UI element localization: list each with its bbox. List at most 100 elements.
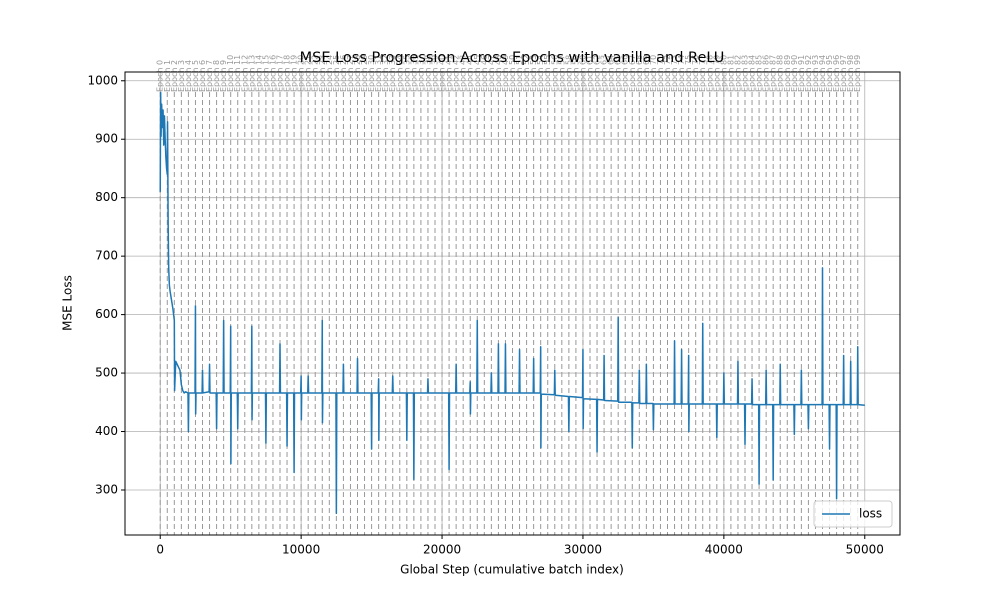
epoch-label: Epoch 74 (677, 55, 686, 92)
epoch-label: Epoch 41 (445, 55, 454, 92)
x-tick-label: 30000 (564, 543, 602, 557)
epoch-label: Epoch 58 (564, 55, 573, 92)
epoch-label: Epoch 11 (233, 55, 242, 92)
epoch-label: Epoch 85 (755, 55, 764, 92)
plot-area (159, 91, 865, 515)
epoch-label: Epoch 96 (832, 55, 841, 92)
epoch-label: Epoch 69 (642, 55, 651, 92)
y-tick-label: 900 (95, 132, 118, 146)
epoch-label: Epoch 22 (311, 55, 320, 92)
epoch-label: Epoch 16 (268, 55, 277, 92)
epoch-label: Epoch 88 (776, 55, 785, 92)
epoch-label: Epoch 53 (529, 55, 538, 92)
legend-box (813, 500, 893, 528)
epoch-label: Epoch 91 (797, 55, 806, 92)
epoch-label: Epoch 84 (748, 55, 757, 92)
epoch-label: Epoch 40 (438, 55, 447, 92)
epoch-label: Epoch 68 (635, 55, 644, 92)
epoch-label: Epoch 14 (254, 55, 263, 92)
epoch-label: Epoch 48 (494, 55, 503, 92)
epoch-label: Epoch 32 (381, 55, 390, 92)
epoch-label: Epoch 98 (846, 55, 855, 92)
epoch-label: Epoch 35 (402, 55, 411, 92)
y-axis-label: MSE Loss (61, 275, 75, 331)
epoch-label: Epoch 64 (607, 55, 616, 92)
epoch-label: Epoch 73 (670, 55, 679, 92)
epoch-label: Epoch 61 (586, 55, 595, 92)
epoch-label: Epoch 62 (593, 55, 602, 92)
epoch-label: Epoch 6 (198, 60, 207, 92)
epoch-label: Epoch 18 (283, 55, 292, 92)
epoch-label: Epoch 30 (367, 55, 376, 92)
epoch-label: Epoch 94 (818, 55, 827, 92)
epoch-label: Epoch 55 (543, 55, 552, 92)
epoch-label: Epoch 10 (226, 55, 235, 92)
y-tick-label: 700 (95, 249, 118, 263)
epoch-label: Epoch 27 (346, 55, 355, 92)
epoch-label: Epoch 0 (156, 60, 165, 92)
epoch-label: Epoch 38 (423, 55, 432, 92)
epoch-label: Epoch 87 (769, 55, 778, 92)
epoch-label: Epoch 44 (466, 55, 475, 92)
epoch-label: Epoch 5 (191, 60, 200, 92)
epoch-label: Epoch 45 (473, 55, 482, 92)
epoch-label: Epoch 67 (628, 55, 637, 92)
x-tick-label: 50000 (846, 543, 884, 557)
epoch-label: Epoch 51 (515, 55, 524, 92)
epoch-label: Epoch 33 (388, 55, 397, 92)
epoch-label: Epoch 78 (705, 55, 714, 92)
epoch-label: Epoch 19 (290, 55, 299, 92)
epoch-label: Epoch 49 (501, 55, 510, 92)
epoch-label: Epoch 93 (811, 55, 820, 92)
epoch-label: Epoch 71 (656, 55, 665, 92)
epoch-label: Epoch 95 (825, 55, 834, 92)
epoch-label: Epoch 56 (550, 55, 559, 92)
epoch-label: Epoch 39 (431, 55, 440, 92)
x-tick-label: 10000 (282, 543, 320, 557)
epoch-label: Epoch 21 (304, 55, 313, 92)
epoch-label: Epoch 37 (416, 55, 425, 92)
epoch-label: Epoch 9 (219, 60, 228, 92)
epoch-label: Epoch 34 (395, 55, 404, 92)
epoch-label: Epoch 24 (325, 55, 334, 92)
epoch-label: Epoch 70 (649, 55, 658, 92)
epoch-label: Epoch 17 (276, 55, 285, 92)
epoch-label: Epoch 81 (726, 55, 735, 92)
axes-frame (124, 71, 901, 536)
chart-title: MSE Loss Progression Across Epochs with … (300, 50, 725, 66)
epoch-label: Epoch 60 (578, 55, 587, 92)
legend-label: loss (859, 507, 882, 521)
epoch-label: Epoch 82 (733, 55, 742, 92)
epoch-label: Epoch 66 (621, 55, 630, 92)
x-tick-label: 40000 (705, 543, 743, 557)
epoch-label: Epoch 26 (339, 55, 348, 92)
epoch-label: Epoch 8 (212, 60, 221, 92)
legend: loss (813, 500, 893, 528)
epoch-label: Epoch 13 (247, 55, 256, 92)
epoch-label: Epoch 97 (839, 55, 848, 92)
epoch-label: Epoch 83 (741, 55, 750, 92)
epoch-label: Epoch 15 (261, 55, 270, 92)
epoch-label: Epoch 42 (452, 55, 461, 92)
epoch-label: Epoch 99 (853, 55, 862, 92)
epoch-label: Epoch 90 (790, 55, 799, 92)
x-tick-label: 20000 (423, 543, 461, 557)
epoch-label: Epoch 50 (508, 55, 517, 92)
epoch-label: Epoch 76 (691, 55, 700, 92)
epoch-label: Epoch 36 (409, 55, 418, 92)
epoch-label: Epoch 80 (719, 55, 728, 92)
epoch-label: Epoch 25 (332, 55, 341, 92)
epoch-label: Epoch 3 (177, 60, 186, 92)
epoch-label: Epoch 23 (318, 55, 327, 92)
epoch-label: Epoch 75 (684, 55, 693, 92)
epoch-label: Epoch 4 (184, 60, 193, 92)
epoch-label: Epoch 63 (600, 55, 609, 92)
epoch-label: Epoch 1 (163, 60, 172, 92)
epoch-label: Epoch 59 (571, 55, 580, 92)
epoch-label: Epoch 12 (240, 55, 249, 92)
ticks: 0 10000 20000 30000 40000 50000 300 400 500 600 70… (87, 73, 883, 556)
